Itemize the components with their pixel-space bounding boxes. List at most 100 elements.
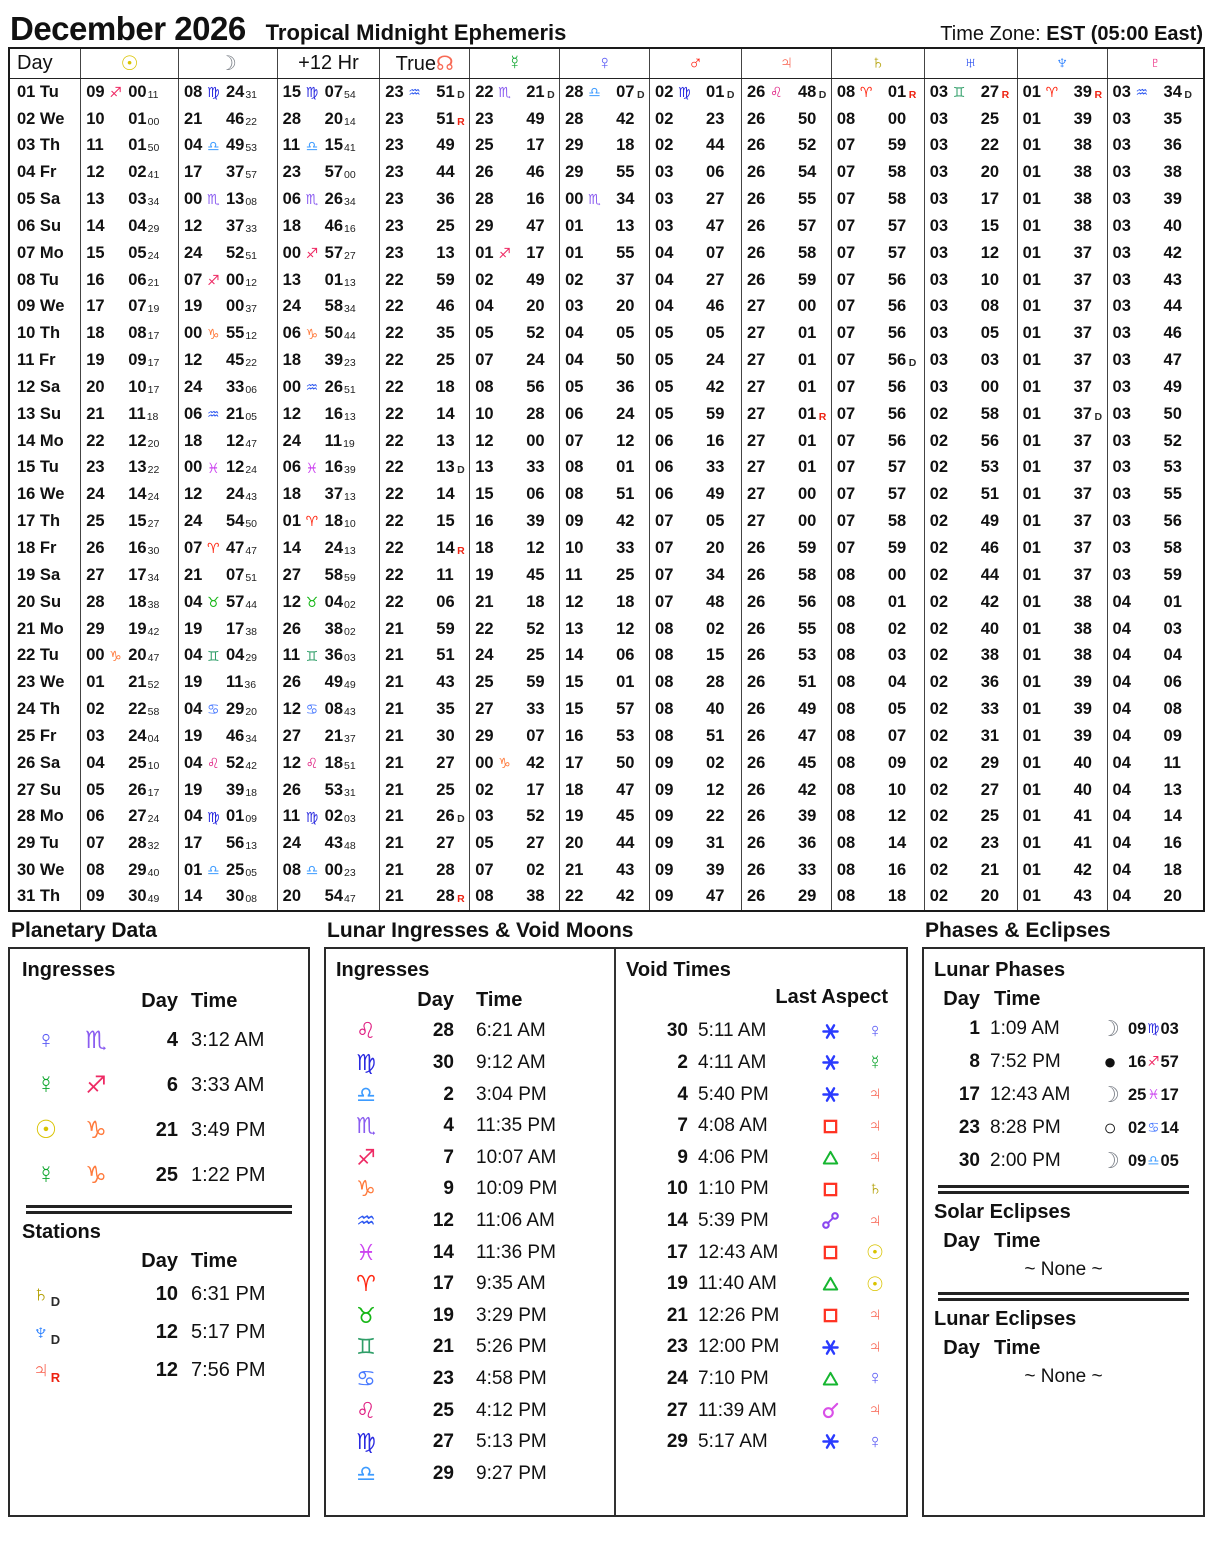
degrees: 03 xyxy=(929,163,949,182)
degrees: 26 xyxy=(475,163,494,182)
seconds: 17 xyxy=(147,383,160,396)
degrees: 22 xyxy=(86,431,105,450)
minutes: 00 xyxy=(526,431,545,450)
minutes: 48 xyxy=(706,592,725,611)
day-label: 17 Th xyxy=(17,512,61,531)
cell-node: 23 49 xyxy=(379,132,470,160)
degrees: 01 xyxy=(1022,458,1041,477)
degrees: 09 xyxy=(1128,1019,1147,1038)
cell-neptune: 01 37 xyxy=(1016,561,1108,589)
day-cell: 10 Th xyxy=(9,320,81,347)
degrees: 07 xyxy=(475,351,494,370)
marker-retrograde: R xyxy=(1094,88,1103,101)
day-label: 25 Fr xyxy=(17,726,57,745)
cell-jupiter: 27 01 xyxy=(740,427,832,455)
pluto-icon: ♇ xyxy=(1147,52,1163,74)
minutes: 42 xyxy=(706,377,725,396)
degrees: 04 xyxy=(86,753,105,772)
cell-neptune: 01 37 xyxy=(1016,293,1108,321)
degrees: 26 xyxy=(746,753,766,772)
cell-uranus: 02 51 xyxy=(923,481,1018,508)
void-day: 21 xyxy=(666,1304,688,1326)
seconds: 51 xyxy=(245,571,257,584)
minutes: 53 xyxy=(324,780,343,799)
sign-sc-icon: ♏ xyxy=(305,191,319,208)
cell-pluto: 03 55 xyxy=(1106,481,1204,508)
degrees: 17 xyxy=(183,834,203,853)
cell-pluto: 03 44 xyxy=(1106,293,1204,321)
degrees: 07 xyxy=(836,512,856,531)
sign-sg-icon: ♐ xyxy=(305,244,319,261)
cell-p12: 12 16 13 xyxy=(276,400,380,428)
minutes: 46 xyxy=(436,297,455,316)
void-time-row: 30 5:11 AM ♀ xyxy=(626,1016,896,1048)
minutes: 17 xyxy=(1160,1085,1179,1104)
seconds: 17 xyxy=(147,357,160,370)
cell-sun: 02 22 58 xyxy=(80,695,179,723)
sign-ge-icon: ♊ xyxy=(356,1334,376,1360)
minutes: 45 xyxy=(225,351,245,370)
cell-venus: 08 51 xyxy=(559,481,650,508)
cell-saturn: 08 18 xyxy=(830,883,925,911)
lunar-ingress-row: ♍ 30 9:12 AM xyxy=(336,1047,612,1079)
degrees: 22 xyxy=(385,592,404,611)
cell-mars: 02 44 xyxy=(649,132,742,160)
cell-mercury: 08 38 xyxy=(469,883,560,911)
cell-moon: 14 30 08 xyxy=(177,883,278,911)
minutes: 55 xyxy=(797,190,817,209)
minutes: 37 xyxy=(1073,565,1092,584)
cell-venus: 04 05 xyxy=(559,320,650,347)
void-time-row: 27 11:39 AM ♃ xyxy=(626,1395,896,1427)
degrees: 05 xyxy=(655,404,674,423)
cell-saturn: 07 56 D xyxy=(830,346,925,374)
minutes: 37 xyxy=(1073,270,1092,289)
degrees: 21 xyxy=(183,565,203,584)
column-header-p12: +12 Hr xyxy=(276,48,380,79)
day-cell: 04 Fr xyxy=(9,159,81,186)
degrees: 07 xyxy=(836,377,856,396)
marker-direct: D xyxy=(50,1293,61,1309)
full-moon-icon: ○ xyxy=(1103,1115,1117,1141)
cell-p12: 12 ♌ 18 51 xyxy=(276,749,380,777)
mercury-icon: ☿ xyxy=(36,1160,56,1189)
timezone: Time Zone: EST (05:00 East) xyxy=(940,23,1205,46)
ingress-day: 25 xyxy=(432,1399,454,1421)
degrees: 04 xyxy=(1112,861,1131,880)
minutes: 41 xyxy=(1073,807,1092,826)
seconds: 33 xyxy=(245,222,257,235)
minutes: 02 xyxy=(706,753,725,772)
opposition-aspect-icon xyxy=(821,1212,839,1230)
degrees: 04 xyxy=(565,351,584,370)
cell-moon: 21 46 22 xyxy=(177,105,278,133)
planetary-ingresses-header: Day Time xyxy=(22,986,296,1018)
cell-node: 22 13 xyxy=(379,427,470,455)
minutes: 24 xyxy=(225,485,245,504)
seconds: 13 xyxy=(344,545,356,558)
cell-node: 23 51 R xyxy=(379,105,470,133)
void-time: 5:11 AM xyxy=(698,1020,767,1042)
degrees: 12 xyxy=(183,216,203,235)
ingress-day: 2 xyxy=(443,1083,454,1105)
degrees: 03 xyxy=(929,109,949,128)
degrees: 03 xyxy=(929,351,949,370)
page-header: December 2026 Tropical Midnight Ephemeri… xyxy=(0,0,1213,47)
degrees: 09 xyxy=(86,82,105,101)
minutes: 18 xyxy=(128,592,147,611)
sign-sg-icon: ♐ xyxy=(498,244,511,261)
minutes: 18 xyxy=(324,753,343,772)
station-day: 12 xyxy=(155,1359,178,1382)
sign-cn-icon: ♋ xyxy=(1147,1120,1160,1136)
minutes: 11 xyxy=(1163,753,1181,772)
minutes: 22 xyxy=(706,807,725,826)
phases-section: Phases & Eclipses Lunar Phases Day Time … xyxy=(922,916,1205,1517)
cell-jupiter: 26 45 xyxy=(740,749,832,777)
cell-saturn: 07 56 xyxy=(830,400,925,428)
cell-saturn: 08 14 xyxy=(830,830,925,857)
degrees: 03 xyxy=(1112,270,1131,289)
day-cell: 22 Tu xyxy=(9,642,81,669)
cell-moon: 04 ♌ 52 42 xyxy=(177,749,278,777)
cell-node: 22 46 xyxy=(379,293,470,321)
cell-jupiter: 26 39 xyxy=(740,803,832,831)
cell-uranus: 03 25 xyxy=(923,105,1018,133)
degrees: 27 xyxy=(86,565,105,584)
